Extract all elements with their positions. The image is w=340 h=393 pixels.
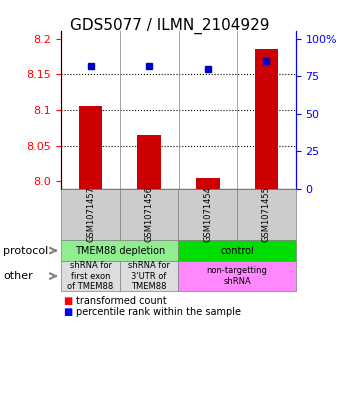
Bar bbox=[255, 49, 278, 189]
Bar bbox=[137, 135, 161, 189]
Text: GDS5077 / ILMN_2104929: GDS5077 / ILMN_2104929 bbox=[70, 18, 270, 34]
Text: ■: ■ bbox=[63, 296, 72, 306]
Text: TMEM88 depletion: TMEM88 depletion bbox=[75, 246, 165, 255]
Text: GSM1071455: GSM1071455 bbox=[262, 186, 271, 242]
Text: shRNA for
first exon
of TMEM88: shRNA for first exon of TMEM88 bbox=[67, 261, 114, 291]
Text: control: control bbox=[220, 246, 254, 255]
Text: percentile rank within the sample: percentile rank within the sample bbox=[76, 307, 241, 318]
Text: shRNA for
3'UTR of
TMEM88: shRNA for 3'UTR of TMEM88 bbox=[128, 261, 170, 291]
Text: GSM1071454: GSM1071454 bbox=[203, 186, 212, 242]
Text: ■: ■ bbox=[63, 307, 72, 318]
Text: non-targetting
shRNA: non-targetting shRNA bbox=[207, 266, 268, 286]
Text: protocol: protocol bbox=[3, 246, 49, 255]
Bar bbox=[196, 178, 220, 189]
Text: GSM1071456: GSM1071456 bbox=[145, 186, 154, 242]
Text: transformed count: transformed count bbox=[76, 296, 167, 306]
Bar bbox=[79, 107, 102, 189]
Text: other: other bbox=[3, 271, 33, 281]
Text: GSM1071457: GSM1071457 bbox=[86, 186, 95, 242]
